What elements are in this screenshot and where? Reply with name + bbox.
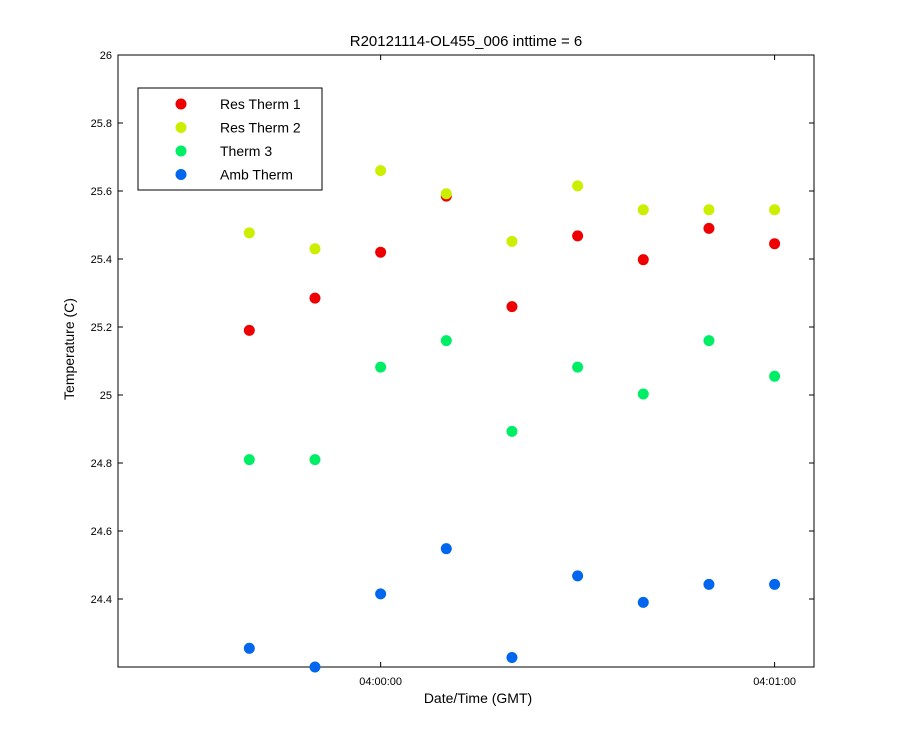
data-point (506, 425, 518, 437)
data-point (572, 180, 584, 192)
data-point (572, 570, 584, 582)
data-point (375, 361, 387, 373)
data-point (703, 335, 715, 347)
x-axis-title: Date/Time (GMT) (424, 690, 532, 706)
y-tick-label: 25.6 (91, 186, 112, 198)
data-point (769, 370, 781, 382)
data-point (309, 454, 321, 466)
x-tick-label: 04:01:00 (753, 676, 796, 688)
data-point (309, 292, 321, 304)
data-point (506, 301, 518, 313)
data-point (243, 454, 255, 466)
legend: Res Therm 1 Res Therm 2 Therm 3 Amb Therm (137, 87, 323, 191)
y-tick-label: 26 (100, 50, 112, 62)
y-axis: 24.4 24.6 24.8 25 25.2 25.4 25.6 25.8 26 (91, 50, 814, 606)
data-point (440, 188, 452, 200)
legend-label: Res Therm 1 (220, 96, 301, 112)
legend-label: Res Therm 2 (220, 120, 301, 136)
data-point (637, 388, 649, 400)
data-point (769, 204, 781, 216)
y-tick-label: 24.4 (91, 594, 112, 606)
x-tick-label: 04:00:00 (359, 676, 402, 688)
data-point (769, 578, 781, 590)
data-points (243, 165, 781, 673)
legend-label: Amb Therm (220, 167, 293, 183)
chart-title: R20121114-OL455_006 inttime = 6 (350, 33, 583, 50)
data-point (243, 324, 255, 336)
legend-marker (175, 98, 187, 110)
data-point (637, 254, 649, 266)
data-point (309, 243, 321, 255)
y-tick-label: 25.4 (91, 254, 112, 266)
data-point (769, 238, 781, 250)
y-axis-title: Temperature (C) (61, 298, 77, 400)
data-point (506, 235, 518, 247)
data-point (703, 222, 715, 234)
data-point (506, 651, 518, 663)
y-tick-label: 25.2 (91, 322, 112, 334)
data-point (375, 165, 387, 177)
y-tick-label: 25.8 (91, 118, 112, 130)
legend-box (137, 87, 323, 191)
legend-marker (175, 145, 187, 157)
data-point (375, 588, 387, 600)
legend-label: Therm 3 (220, 143, 272, 159)
data-point (637, 204, 649, 216)
legend-marker (175, 122, 187, 133)
y-tick-label: 24.6 (91, 526, 112, 538)
data-point (440, 543, 452, 555)
data-point (637, 596, 649, 608)
data-point (572, 230, 584, 242)
data-point (375, 246, 387, 258)
data-point (243, 227, 255, 239)
legend-marker (175, 169, 187, 180)
y-tick-label: 25 (100, 390, 112, 402)
x-axis: 04:00:00 04:01:00 (359, 55, 796, 688)
data-point (309, 661, 321, 673)
data-point (440, 335, 452, 347)
y-tick-label: 24.8 (91, 458, 112, 470)
data-point (243, 642, 255, 654)
data-point (703, 204, 715, 216)
data-point (572, 361, 584, 373)
data-point (703, 578, 715, 590)
